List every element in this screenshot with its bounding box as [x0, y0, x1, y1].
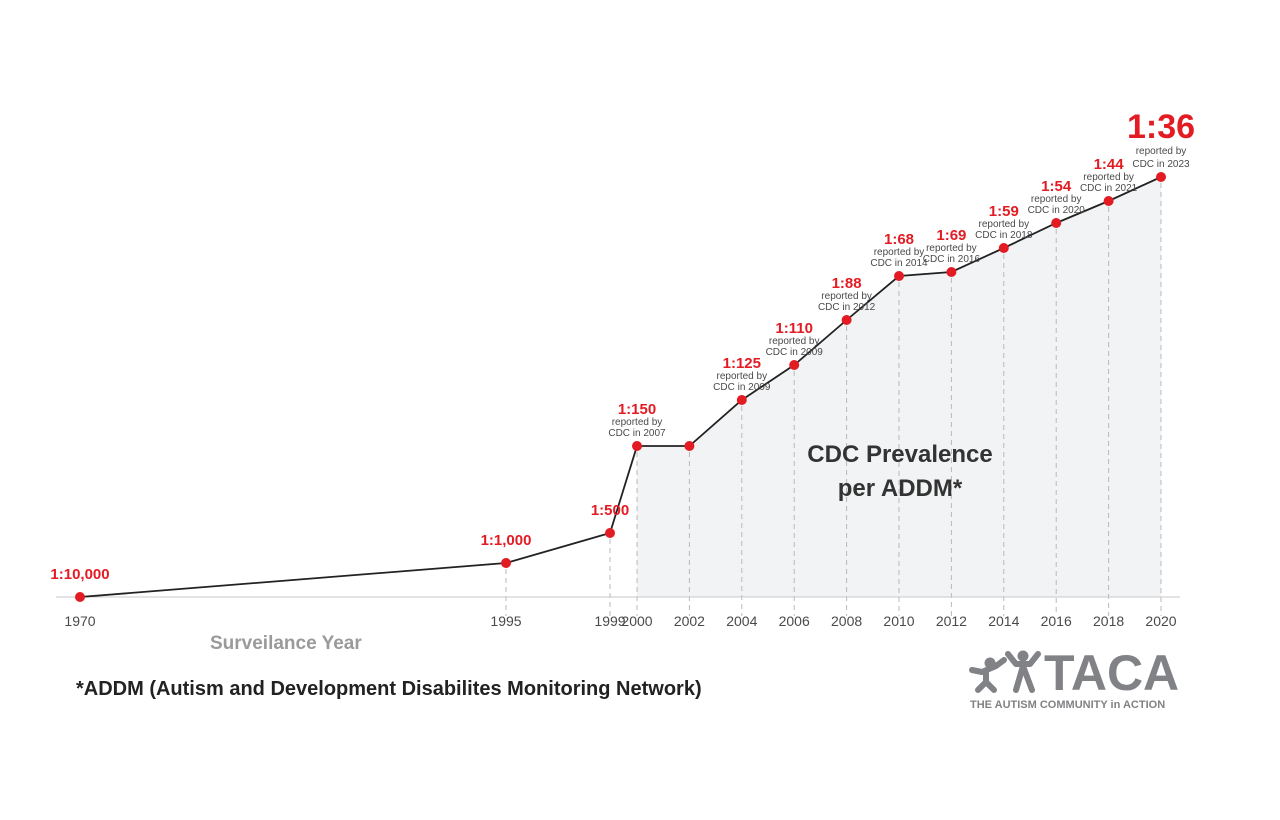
data-point	[946, 267, 957, 277]
report-note: reported by	[821, 291, 872, 302]
x-tick-label: 2016	[1041, 613, 1072, 629]
ratio-label: 1:44	[1094, 156, 1125, 173]
ratio-label: 1:1,000	[481, 532, 532, 549]
x-tick-label: 2018	[1093, 613, 1124, 629]
x-tick-label: 1995	[490, 613, 521, 629]
report-note: reported by	[926, 243, 977, 254]
data-point	[501, 558, 511, 568]
x-tick-label: 2000	[621, 613, 652, 629]
data-point	[1103, 196, 1114, 206]
ratio-label: 1:59	[989, 203, 1019, 220]
report-note: reported by	[1083, 172, 1134, 183]
data-point	[632, 441, 642, 451]
ratio-label: 1:125	[723, 355, 761, 372]
report-note: CDC in 2012	[818, 302, 876, 313]
data-point	[998, 243, 1009, 253]
report-note: CDC in 2018	[975, 230, 1033, 241]
report-note: reported by	[1136, 146, 1187, 157]
data-point	[605, 528, 615, 538]
data-point	[1156, 172, 1166, 182]
x-tick-label: 2012	[936, 613, 967, 629]
report-note: CDC in 2009	[766, 347, 824, 358]
x-tick-label: 1970	[64, 613, 95, 629]
x-tick-label: 2020	[1145, 613, 1176, 629]
ratio-label: 1:36	[1127, 108, 1195, 146]
data-point	[1051, 218, 1062, 228]
data-point	[75, 592, 85, 602]
x-tick-label: 2004	[726, 613, 757, 629]
x-tick-label: 2010	[883, 613, 914, 629]
report-note: CDC in 2014	[870, 258, 928, 269]
taca-logo: TACA THE AUTISM COMMUNITY in ACTION	[969, 645, 1179, 711]
logo-name: TACA	[1044, 645, 1179, 701]
x-tick-label: 2002	[674, 613, 705, 629]
data-point	[684, 441, 695, 451]
data-point	[789, 360, 800, 370]
area-fill	[637, 177, 1161, 597]
report-note: CDC in 2009	[713, 382, 771, 393]
series-line	[79, 176, 1162, 598]
chart-caption-line-2: per ADDM*	[838, 475, 963, 502]
ratio-label: 1:150	[618, 401, 656, 418]
report-note: CDC in 2023	[1132, 159, 1190, 170]
x-axis-title: Surveilance Year	[210, 633, 362, 654]
data-point	[736, 395, 747, 405]
x-tick-label: 2014	[988, 613, 1019, 629]
x-tick-label: 2008	[831, 613, 862, 629]
logo-tagline: THE AUTISM COMMUNITY in ACTION	[970, 699, 1165, 711]
report-note: CDC in 2021	[1080, 183, 1138, 194]
point-layer	[75, 172, 1166, 602]
ratio-label: 1:69	[936, 227, 966, 244]
ratio-label: 1:68	[884, 231, 914, 248]
ratio-label: 1:54	[1041, 178, 1072, 195]
ratio-label: 1:88	[832, 275, 862, 292]
report-note: reported by	[1031, 194, 1082, 205]
ratio-label: 1:10,000	[50, 566, 109, 583]
report-note: reported by	[874, 247, 925, 258]
report-note: reported by	[717, 371, 768, 382]
report-note: reported by	[612, 417, 663, 428]
report-note: reported by	[769, 336, 820, 347]
ratio-label: 1:500	[591, 502, 629, 519]
data-point	[841, 315, 852, 325]
two-figures-icon	[969, 650, 1041, 693]
report-note: CDC in 2007	[608, 428, 666, 439]
chart-caption-line-1: CDC Prevalence	[807, 441, 992, 468]
report-note: reported by	[979, 219, 1030, 230]
footnote: *ADDM (Autism and Development Disabilite…	[76, 678, 702, 700]
line-layer	[79, 176, 1162, 598]
area-layer	[637, 177, 1161, 597]
ratio-label: 1:110	[775, 320, 813, 337]
x-tick-label: 1999	[594, 613, 625, 629]
data-point	[894, 271, 904, 281]
x-tick-label: 2006	[779, 613, 810, 629]
guide-layer	[505, 183, 1162, 616]
report-note: CDC in 2020	[1028, 205, 1086, 216]
report-note: CDC in 2016	[923, 254, 981, 265]
